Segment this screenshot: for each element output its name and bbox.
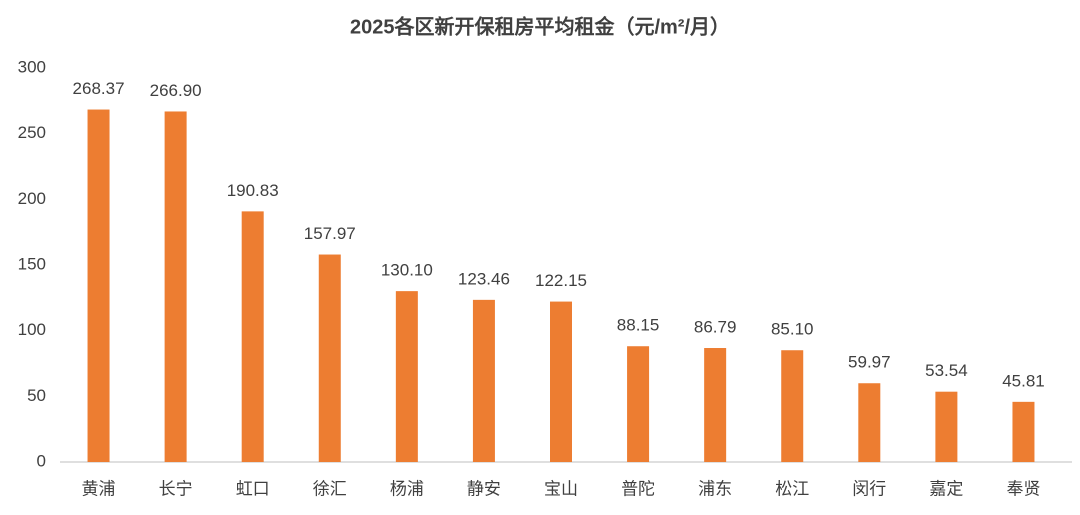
x-tick-label: 杨浦 [390, 479, 424, 498]
bar [164, 111, 187, 462]
value-label: 88.15 [617, 316, 660, 335]
bar [550, 301, 572, 462]
x-tick-label: 闵行 [852, 479, 886, 498]
x-tick-label: 宝山 [544, 479, 578, 498]
x-tick-label: 普陀 [621, 479, 655, 498]
bar [935, 391, 958, 462]
y-tick-label: 50 [27, 386, 46, 405]
y-tick-label: 200 [18, 189, 46, 208]
value-label: 85.10 [771, 320, 814, 339]
x-tick-label: 长宁 [159, 479, 193, 498]
bar [627, 346, 650, 462]
x-tick-label: 奉贤 [1006, 479, 1040, 498]
x-tick-label: 徐汇 [313, 479, 347, 498]
bar [472, 299, 495, 462]
value-label: 59.97 [848, 353, 891, 372]
bar [241, 211, 264, 462]
bar [704, 348, 727, 462]
bar [781, 350, 804, 462]
x-tick-label: 浦东 [698, 479, 732, 498]
x-tick-label: 松江 [775, 479, 809, 498]
y-tick-label: 300 [18, 57, 46, 76]
y-tick-label: 0 [37, 451, 46, 470]
y-tick-label: 250 [18, 123, 46, 142]
value-label: 157.97 [304, 224, 356, 243]
value-label: 86.79 [694, 318, 737, 337]
bar [87, 109, 110, 462]
value-label: 130.10 [381, 261, 433, 280]
value-label: 266.90 [150, 81, 202, 100]
x-tick-label: 虹口 [236, 479, 270, 498]
y-tick-label: 100 [18, 320, 46, 339]
value-label: 268.37 [73, 79, 125, 98]
x-tick-label: 静安 [467, 479, 501, 498]
bar [858, 383, 881, 462]
value-label: 122.15 [535, 271, 587, 290]
bar [395, 291, 418, 462]
bar [318, 254, 341, 462]
value-label: 190.83 [227, 181, 279, 200]
y-tick-label: 150 [18, 254, 46, 273]
bar [1012, 401, 1035, 462]
value-label: 45.81 [1002, 371, 1045, 390]
value-label: 53.54 [925, 361, 968, 380]
chart-title: 2025各区新开保租房平均租金（元/m²/月） [350, 14, 730, 38]
x-tick-label: 黄浦 [82, 479, 116, 498]
value-label: 123.46 [458, 269, 510, 288]
x-tick-label: 嘉定 [929, 479, 963, 498]
